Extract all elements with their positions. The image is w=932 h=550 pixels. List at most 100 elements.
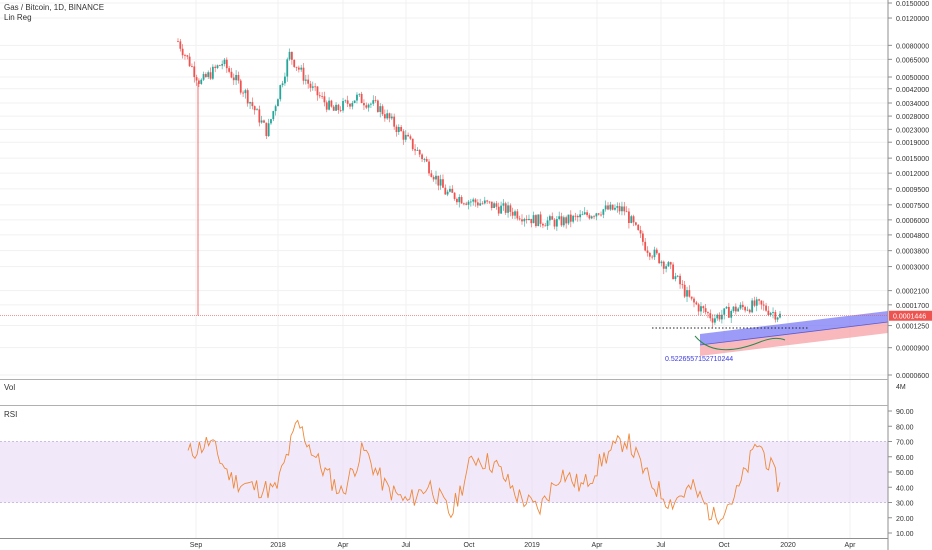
candle-body [323, 96, 326, 103]
candle-body [409, 136, 412, 139]
candle-body [769, 312, 772, 315]
candle-body [651, 256, 654, 258]
candle-body [218, 65, 221, 67]
candle-body [472, 199, 475, 202]
candle-body [707, 312, 709, 314]
candle-body [300, 67, 303, 70]
candle-body [383, 114, 386, 119]
x-tick-label: 2020 [780, 542, 796, 549]
candle-body [353, 100, 356, 103]
candle-body [481, 203, 484, 205]
candle-body [318, 95, 321, 97]
rsi-tick-label: 80.00 [896, 424, 914, 431]
rsi-tick-label: 90.00 [896, 409, 914, 416]
candle-body [460, 197, 463, 204]
candle-body [495, 203, 498, 207]
candle-body [351, 102, 354, 107]
candle-body [690, 296, 693, 299]
candle-body [579, 214, 582, 218]
candle-body [695, 302, 698, 305]
candle-body [402, 131, 405, 140]
candle-body [528, 218, 530, 221]
price-candles [177, 38, 781, 328]
candle-body [272, 111, 275, 120]
candle-body [565, 217, 568, 224]
candle-body [618, 206, 621, 212]
regression-mid-line [699, 321, 889, 346]
rsi-label[interactable]: RSI [4, 410, 18, 419]
price-tick-label: 0.0019000 [896, 140, 929, 147]
candle-body [332, 106, 335, 111]
candle-body [630, 216, 633, 224]
candle-body [230, 71, 233, 78]
candle-body [679, 275, 681, 285]
x-tick-label: Jul [402, 542, 411, 549]
candle-body [193, 66, 196, 78]
candle-body [316, 86, 319, 96]
candle-body [274, 106, 277, 112]
candle-body [700, 306, 702, 312]
price-tick-label: 0.0000900 [896, 346, 929, 353]
candle-body [530, 218, 533, 224]
candle-body [439, 179, 442, 186]
candle-body [242, 92, 244, 94]
candle-body [235, 74, 238, 81]
candle-body [244, 90, 247, 94]
rsi-tick-label: 30.00 [896, 501, 914, 508]
price-tick-label: 0.0000600 [896, 373, 929, 380]
candle-body [676, 275, 679, 277]
candle-body [516, 211, 519, 219]
candle-body [390, 116, 393, 119]
price-tick-label: 0.0034000 [896, 101, 929, 108]
rsi-band [0, 441, 888, 503]
candle-body [328, 100, 330, 110]
candle-body [704, 308, 707, 313]
candle-body [335, 104, 337, 111]
candle-body [753, 300, 756, 306]
candle-body [204, 74, 207, 78]
vol-label[interactable]: Vol [4, 383, 16, 392]
indicator-label[interactable]: Lin Reg [4, 13, 32, 22]
candle-body [688, 290, 691, 297]
candle-body [179, 41, 182, 49]
candle-body [414, 149, 416, 151]
candle-body [758, 299, 760, 301]
candle-body [325, 102, 328, 110]
price-tick-label: 0.0002100 [896, 289, 929, 296]
candle-body [521, 219, 523, 222]
candle-body [658, 253, 661, 264]
candle-body [572, 215, 575, 222]
candle-body [232, 77, 235, 81]
candle-body [646, 250, 649, 253]
candle-body [509, 205, 512, 212]
candle-body [370, 103, 372, 105]
candle-body [637, 224, 640, 231]
candle-body [723, 308, 726, 315]
x-tick-label: 2018 [270, 542, 286, 549]
candle-body [462, 203, 465, 205]
symbol-title[interactable]: Gas / Bitcoin, 1D, BINANCE [4, 3, 105, 12]
candle-body [365, 105, 368, 108]
price-tick-label: 0.0015000 [896, 156, 929, 163]
candle-body [186, 55, 189, 57]
candle-body [221, 63, 224, 66]
candle-body [597, 213, 600, 215]
candle-body [623, 206, 626, 212]
candle-body [407, 134, 410, 137]
candle-body [286, 59, 289, 77]
candle-body [263, 120, 265, 123]
candle-body [693, 298, 695, 303]
candle-body [288, 51, 291, 60]
candle-body [497, 206, 500, 214]
candle-body [607, 205, 609, 210]
rsi-tick-label: 70.00 [896, 440, 914, 447]
candle-body [442, 179, 444, 188]
candle-body [435, 175, 437, 180]
price-tick-label: 0.0080000 [896, 43, 929, 50]
candle-body [562, 217, 565, 226]
candle-body [523, 219, 526, 222]
candle-body [404, 134, 407, 140]
candle-body [655, 249, 658, 254]
candle-body [555, 219, 558, 227]
candle-body [535, 215, 537, 227]
